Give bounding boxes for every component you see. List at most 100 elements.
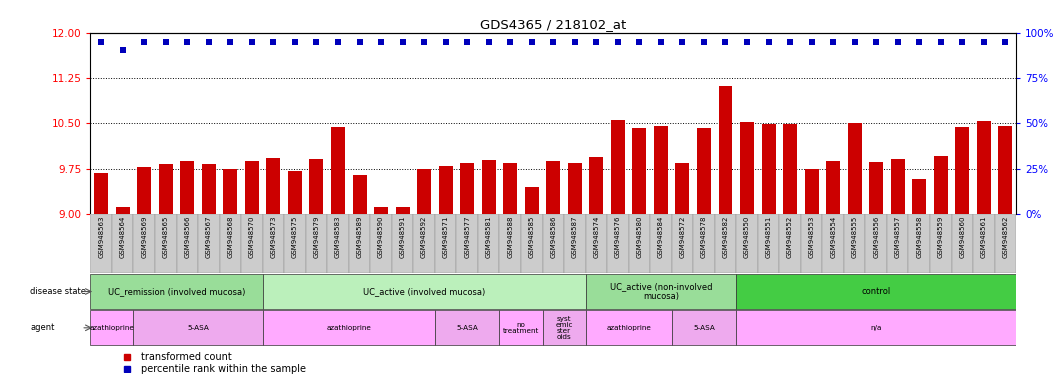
Point: [307, 39, 325, 45]
Text: azathioprine: azathioprine: [89, 325, 134, 331]
Point: [803, 39, 820, 45]
Point: [911, 39, 928, 45]
Text: GSM948566: GSM948566: [184, 216, 190, 258]
Bar: [503, 163, 517, 214]
Bar: [456, 214, 478, 273]
Text: GSM948564: GSM948564: [120, 216, 126, 258]
Bar: [671, 310, 736, 345]
Text: azathioprine: azathioprine: [327, 325, 371, 331]
Text: azathioprine: azathioprine: [606, 325, 651, 331]
Point: [286, 39, 303, 45]
Bar: [392, 214, 413, 273]
Text: UC_active (involved mucosa): UC_active (involved mucosa): [363, 287, 485, 296]
Bar: [482, 160, 496, 214]
Bar: [844, 214, 865, 273]
Bar: [202, 164, 216, 214]
Bar: [568, 163, 582, 214]
Point: [846, 39, 863, 45]
Point: [652, 39, 669, 45]
Text: GSM948565: GSM948565: [163, 216, 169, 258]
Point: [696, 39, 713, 45]
Point: [976, 39, 993, 45]
Text: GSM948560: GSM948560: [960, 216, 965, 258]
Bar: [585, 214, 608, 273]
Point: [179, 39, 196, 45]
Bar: [865, 214, 887, 273]
Point: [114, 46, 131, 53]
Point: [545, 39, 562, 45]
Bar: [478, 214, 499, 273]
Bar: [159, 164, 172, 214]
Text: GSM948580: GSM948580: [636, 216, 643, 258]
Text: GSM948579: GSM948579: [314, 216, 319, 258]
Point: [867, 39, 884, 45]
Bar: [438, 166, 452, 214]
Bar: [180, 161, 195, 214]
Bar: [762, 124, 776, 214]
Text: GSM948585: GSM948585: [529, 216, 535, 258]
Bar: [284, 214, 305, 273]
Point: [782, 39, 799, 45]
Bar: [736, 274, 1016, 309]
Bar: [564, 214, 585, 273]
Text: disease state: disease state: [30, 287, 86, 296]
Point: [136, 39, 153, 45]
Text: GSM948555: GSM948555: [851, 216, 858, 258]
Point: [244, 39, 261, 45]
Bar: [801, 214, 822, 273]
Point: [610, 39, 627, 45]
Bar: [951, 214, 974, 273]
Text: GSM948590: GSM948590: [378, 216, 384, 258]
Bar: [543, 310, 585, 345]
Bar: [525, 187, 538, 214]
Bar: [909, 214, 930, 273]
Bar: [934, 156, 948, 214]
Bar: [804, 169, 818, 214]
Bar: [736, 310, 1016, 345]
Bar: [955, 127, 969, 214]
Bar: [650, 214, 671, 273]
Point: [953, 39, 970, 45]
Point: [674, 39, 691, 45]
Text: GSM948583: GSM948583: [335, 216, 340, 258]
Bar: [694, 214, 715, 273]
Text: GSM948581: GSM948581: [485, 216, 492, 258]
Point: [932, 39, 949, 45]
Bar: [396, 207, 410, 214]
Point: [351, 39, 368, 45]
Text: control: control: [862, 287, 891, 296]
Text: GSM948589: GSM948589: [356, 216, 363, 258]
Text: GSM948582: GSM948582: [722, 216, 729, 258]
Bar: [112, 214, 133, 273]
Point: [372, 39, 389, 45]
Text: GSM948577: GSM948577: [464, 216, 470, 258]
Point: [459, 39, 476, 45]
Text: GSM948569: GSM948569: [142, 216, 147, 258]
Bar: [435, 214, 456, 273]
Bar: [589, 157, 603, 214]
Text: GSM948568: GSM948568: [228, 216, 233, 258]
Bar: [758, 214, 779, 273]
Bar: [546, 161, 561, 214]
Point: [738, 39, 755, 45]
Text: GSM948591: GSM948591: [400, 216, 405, 258]
Bar: [822, 214, 844, 273]
Bar: [977, 121, 991, 214]
Text: GSM948550: GSM948550: [744, 216, 750, 258]
Point: [890, 39, 907, 45]
Text: GSM948556: GSM948556: [874, 216, 879, 258]
Text: GSM948572: GSM948572: [680, 216, 685, 258]
Text: UC_remission (involved mucosa): UC_remission (involved mucosa): [107, 287, 245, 296]
Bar: [305, 214, 328, 273]
Text: GSM948575: GSM948575: [292, 216, 298, 258]
Bar: [95, 173, 109, 214]
Bar: [417, 169, 431, 214]
Text: GSM948553: GSM948553: [809, 216, 815, 258]
Text: GSM948584: GSM948584: [658, 216, 664, 258]
Text: GSM948557: GSM948557: [895, 216, 901, 258]
Bar: [869, 162, 883, 214]
Bar: [133, 214, 155, 273]
Bar: [676, 163, 689, 214]
Point: [997, 39, 1014, 45]
Text: percentile rank within the sample: percentile rank within the sample: [142, 364, 306, 374]
